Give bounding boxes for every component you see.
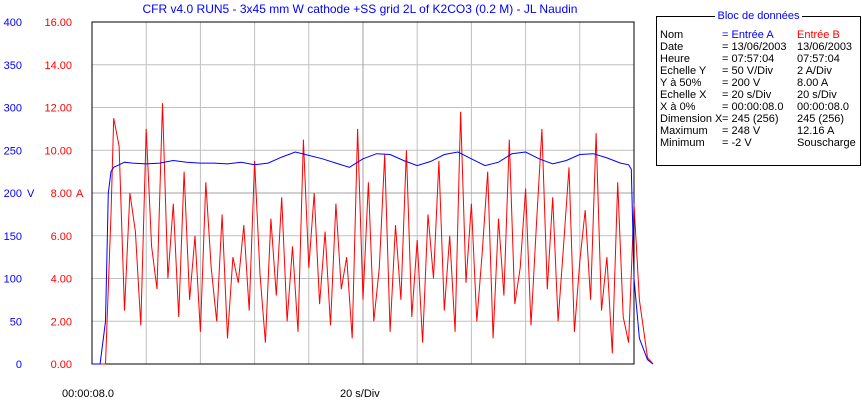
voltage-series-line: [92, 151, 654, 365]
info-value-a: = 50 V/Div: [722, 65, 774, 77]
right-tick-label: 8.00: [51, 188, 72, 200]
info-label: Minimum: [660, 137, 705, 149]
current-series-line: [92, 103, 654, 365]
left-tick-label: 50: [10, 316, 22, 328]
left-tick-label: 100: [4, 274, 22, 286]
plot-area: [91, 21, 635, 365]
right-tick-label: 14.00: [44, 60, 72, 72]
grid-lines: [92, 22, 634, 364]
info-value-a: = 07:57:04: [722, 53, 775, 65]
chart-title: CFR v4.0 RUN5 - 3x45 mm W cathode +SS gr…: [142, 2, 578, 16]
info-value-b: 07:57:04: [797, 53, 840, 65]
right-tick-label: 4.00: [51, 274, 72, 286]
info-value-b: 245 (256): [797, 113, 845, 125]
left-axis-unit: V: [27, 188, 35, 200]
info-value-a: = 20 s/Div: [722, 89, 772, 101]
info-value-a: = 245 (256): [722, 113, 779, 125]
right-tick-label: 2.00: [51, 316, 72, 328]
right-tick-label: 0.00: [51, 359, 72, 371]
info-value-b: 20 s/Div: [797, 89, 837, 101]
info-label: Echelle X: [660, 89, 707, 101]
info-value-b: 2 A/Div: [797, 65, 832, 77]
info-value-b: 8.00 A: [797, 77, 829, 89]
right-axis-unit: A: [76, 188, 84, 200]
left-tick-label: 400: [4, 17, 22, 29]
left-tick-label: 200: [4, 188, 22, 200]
right-tick-label: 10.00: [44, 145, 72, 157]
info-label: Date: [660, 41, 684, 53]
info-label: Echelle Y: [660, 65, 707, 77]
axis-labels: 400 350 300 250 200 150 100 50 0 16.00 14.00 12.00 1…: [4, 17, 84, 371]
info-header-a: = Entrée A: [722, 29, 774, 41]
right-tick-label: 12.00: [44, 103, 72, 115]
left-tick-label: 350: [4, 60, 22, 72]
info-value-a: = 248 V: [722, 125, 761, 137]
info-header-label: Nom: [660, 29, 684, 41]
data-block-title-text: Bloc de données: [714, 10, 803, 22]
info-value-a: = 200 V: [722, 77, 761, 89]
info-value-a: = -2 V: [722, 137, 752, 149]
info-value-b: 12.16 A: [797, 125, 835, 137]
left-tick-label: 300: [4, 103, 22, 115]
x-scale-label: 20 s/Div: [340, 388, 380, 400]
info-label: Y à 50%: [660, 77, 702, 89]
series-lines: [92, 103, 654, 365]
info-label: Maximum: [660, 125, 708, 137]
left-tick-label: 250: [4, 145, 22, 157]
info-value-b: 13/06/2003: [797, 41, 853, 53]
left-tick-label: 0: [16, 359, 22, 371]
data-block-panel: Nom = Entrée A Entrée B Date = 13/06/200…: [656, 16, 861, 166]
info-value-a: = 00:00:08.0: [722, 101, 784, 113]
x-start-label: 00:00:08.0: [62, 388, 114, 400]
info-label: Heure: [660, 53, 690, 65]
left-tick-label: 150: [4, 231, 22, 243]
right-tick-label: 16.00: [44, 17, 72, 29]
info-header-b: Entrée B: [797, 29, 840, 41]
info-label: Dimension X: [660, 113, 723, 125]
data-block-title: Bloc de données: [656, 10, 861, 22]
right-tick-label: 6.00: [51, 231, 72, 243]
info-label: X à 0%: [660, 101, 696, 113]
info-value-b: 00:00:08.0: [797, 101, 849, 113]
info-value-b: Souscharge: [797, 137, 856, 149]
info-value-a: = 13/06/2003: [722, 41, 787, 53]
